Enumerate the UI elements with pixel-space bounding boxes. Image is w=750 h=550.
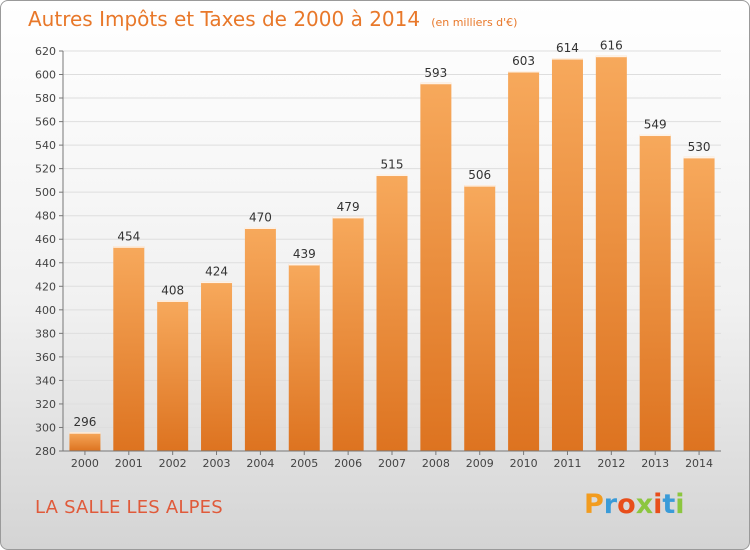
logo-letter: i [675,489,685,520]
y-tick-label: 540 [35,139,56,152]
y-tick-label: 380 [35,327,56,340]
axes: 280 300 320 340 360 380 400 420 440 460 480 500 520 5… [35,45,721,470]
y-tick-label: 420 [35,280,56,293]
y-tick-label: 580 [35,92,56,105]
data-label: 530 [688,140,711,154]
bar-2012 [595,55,627,452]
x-tick-label: 2011 [553,457,581,470]
x-tick-label: 2006 [334,457,362,470]
data-label: 439 [293,247,316,261]
bar-highlight [464,185,496,187]
bar-highlight [157,300,189,302]
bar-highlight [288,263,320,266]
logo-letter: r [603,489,618,520]
data-label: 470 [249,210,272,224]
y-tick-label: 520 [35,163,56,176]
bar-2014 [683,156,715,451]
y-tick-label: 620 [35,45,56,58]
bar-2004 [244,227,276,451]
x-tick-label: 2013 [641,457,669,470]
y-tick-label: 360 [35,351,56,364]
logo-letter: o [617,489,636,520]
data-label: 515 [381,158,404,172]
bar-highlight [376,174,408,177]
y-tick-label: 300 [35,421,56,434]
bar-highlight [683,156,715,159]
chart-subtitle: (en milliers d'€) [431,16,518,29]
bar-2013 [639,134,671,451]
logo-letter: i [653,489,663,520]
y-tick-label: 440 [35,257,56,270]
y-tick-label: 400 [35,304,56,317]
x-tick-label: 2003 [203,457,231,470]
x-tick-label: 2008 [422,457,450,470]
x-tick-label: 2009 [466,457,494,470]
x-tick-label: 2001 [115,457,143,470]
y-tick-label: 320 [35,398,56,411]
x-tick-label: 2014 [685,457,713,470]
y-tick-label: 460 [35,233,56,246]
bar-highlight [244,227,276,229]
data-label: 549 [644,118,667,132]
bar-2005 [288,263,320,451]
proxiti-logo[interactable]: Proxiti [584,489,685,520]
bar-2001 [113,246,145,451]
y-tick-label: 480 [35,210,56,223]
bar-2011 [551,58,583,451]
bars [69,55,715,452]
chart-title-block: Autres Impôts et Taxes de 2000 à 2014 (e… [28,7,517,31]
logo-letter: x [635,489,654,520]
bar-2007 [376,174,408,451]
bar-2002 [157,300,189,451]
x-tick-label: 2007 [378,457,406,470]
y-tick-label: 500 [35,186,56,199]
bar-highlight [551,58,583,60]
y-tick-label: 340 [35,374,56,387]
bar-2003 [201,281,233,451]
bar-2006 [332,216,364,451]
x-tick-label: 2002 [159,457,187,470]
data-label: 593 [424,66,447,80]
data-label: 614 [556,41,579,55]
data-label: 296 [73,415,96,429]
data-label: 479 [337,200,360,214]
x-tick-label: 2010 [510,457,538,470]
bar-2008 [420,82,452,451]
value-labels: 296 454 408 424 470 439 479 515 593 506 603 614 616 5… [73,39,710,429]
x-tick-label: 2000 [71,457,99,470]
commune-name: LA SALLE LES ALPES [35,497,223,518]
bar-highlight [113,246,145,248]
bar-2010 [508,71,540,451]
data-label: 454 [117,229,140,243]
y-tick-label: 560 [35,116,56,129]
data-label: 424 [205,265,228,279]
bar-2009 [464,185,496,451]
x-tick-label: 2005 [290,457,318,470]
chart-title: Autres Impôts et Taxes de 2000 à 2014 [28,7,421,31]
data-label: 408 [161,283,184,297]
bar-2000 [69,432,101,451]
logo-letter: t [662,489,676,520]
data-label: 506 [468,168,491,182]
bar-highlight [332,216,364,219]
x-tick-label: 2004 [246,457,274,470]
bar-highlight [201,281,233,284]
bar-highlight [420,82,452,85]
x-tick-label: 2012 [597,457,625,470]
y-tick-label: 280 [35,445,56,458]
data-label: 603 [512,54,535,68]
bar-highlight [639,134,671,137]
logo-letter: P [584,489,604,520]
bar-highlight [595,55,627,58]
y-tick-label: 600 [35,69,56,82]
bar-highlight [508,71,540,73]
bar-highlight [69,432,101,434]
data-label: 616 [600,39,623,53]
